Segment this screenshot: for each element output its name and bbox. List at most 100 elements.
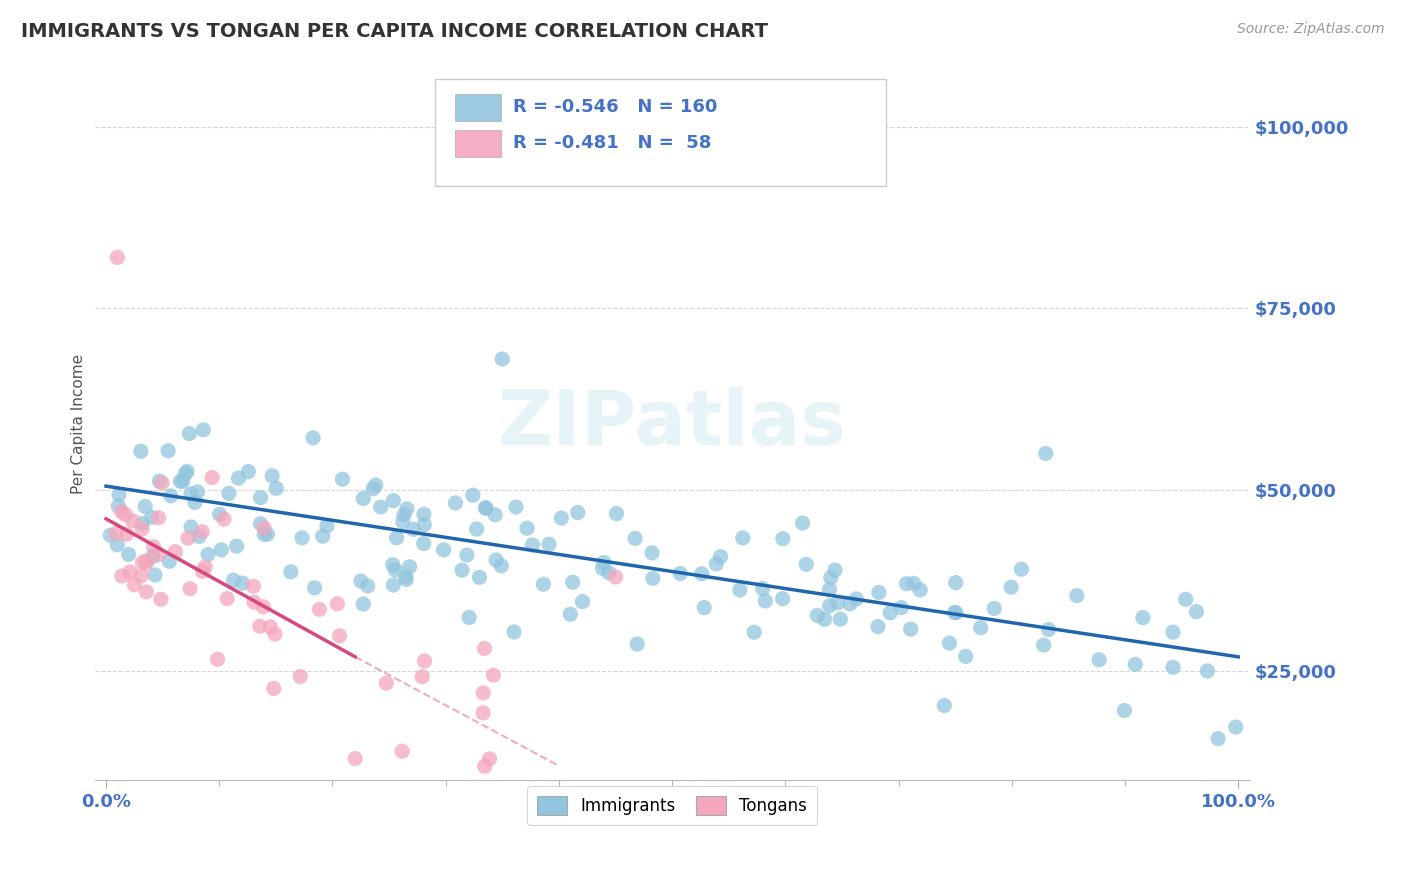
Point bbox=[654, 788, 676, 802]
Point bbox=[728, 582, 751, 597]
Point bbox=[900, 622, 922, 636]
Point bbox=[1174, 592, 1197, 607]
Point bbox=[179, 426, 201, 441]
Point bbox=[879, 606, 901, 620]
Point bbox=[1035, 446, 1057, 460]
Text: ZIPatlas: ZIPatlas bbox=[498, 387, 846, 461]
Point bbox=[249, 619, 271, 633]
Point bbox=[820, 571, 842, 585]
Point bbox=[1197, 664, 1219, 678]
Point bbox=[560, 607, 582, 622]
Point bbox=[908, 582, 931, 597]
Point bbox=[370, 500, 392, 514]
Point bbox=[141, 510, 163, 524]
Point bbox=[465, 522, 488, 536]
Point bbox=[157, 443, 180, 458]
Point bbox=[624, 532, 647, 546]
Point bbox=[709, 549, 731, 564]
Point bbox=[503, 624, 526, 639]
Point bbox=[302, 431, 325, 445]
Text: Source: ZipAtlas.com: Source: ZipAtlas.com bbox=[1237, 22, 1385, 37]
Point bbox=[458, 610, 481, 624]
Point bbox=[1206, 731, 1229, 746]
Point bbox=[218, 486, 240, 500]
Point bbox=[385, 531, 408, 545]
Point bbox=[413, 517, 436, 532]
Point bbox=[150, 475, 173, 490]
Point bbox=[824, 563, 846, 577]
Point bbox=[598, 566, 620, 580]
Point bbox=[1032, 638, 1054, 652]
Point bbox=[312, 529, 335, 543]
Point bbox=[179, 582, 201, 596]
Point bbox=[1161, 625, 1184, 640]
Point bbox=[148, 510, 170, 524]
Text: R = -0.481   N =  58: R = -0.481 N = 58 bbox=[513, 134, 711, 152]
Point bbox=[704, 557, 727, 571]
Point bbox=[264, 481, 287, 495]
Point bbox=[111, 569, 134, 583]
Point bbox=[1185, 605, 1208, 619]
Point bbox=[131, 516, 153, 531]
Point bbox=[242, 579, 264, 593]
Point bbox=[174, 467, 197, 481]
Point bbox=[1038, 623, 1060, 637]
Point bbox=[868, 585, 890, 599]
Point bbox=[724, 788, 747, 802]
Point bbox=[105, 526, 128, 541]
FancyBboxPatch shape bbox=[436, 79, 886, 186]
Point bbox=[1114, 704, 1136, 718]
Point bbox=[332, 472, 354, 486]
Point bbox=[395, 573, 418, 587]
Point bbox=[413, 654, 436, 668]
Point bbox=[135, 556, 157, 570]
Point bbox=[180, 487, 202, 501]
Point bbox=[754, 594, 776, 608]
Point bbox=[222, 573, 245, 587]
Point bbox=[262, 468, 284, 483]
Point bbox=[384, 563, 406, 577]
Point bbox=[131, 522, 153, 536]
Point bbox=[945, 575, 967, 590]
Point bbox=[468, 570, 491, 584]
Point bbox=[1225, 720, 1247, 734]
Point bbox=[395, 501, 418, 516]
Point bbox=[191, 565, 214, 579]
Point bbox=[352, 491, 374, 506]
Legend: Immigrants, Tongans: Immigrants, Tongans bbox=[527, 786, 817, 825]
Point bbox=[1132, 610, 1154, 624]
Point bbox=[225, 539, 247, 553]
Point bbox=[818, 599, 841, 613]
Point bbox=[605, 507, 627, 521]
Point bbox=[280, 565, 302, 579]
Point bbox=[505, 500, 527, 514]
Point bbox=[212, 512, 235, 526]
Point bbox=[131, 556, 153, 570]
Point bbox=[382, 578, 405, 592]
Point bbox=[148, 474, 170, 488]
Point bbox=[118, 565, 141, 579]
Point bbox=[188, 529, 211, 543]
Point bbox=[593, 556, 616, 570]
Point bbox=[800, 788, 823, 802]
Point bbox=[176, 465, 198, 479]
Point bbox=[228, 471, 250, 485]
Point bbox=[969, 621, 991, 635]
Point bbox=[641, 546, 664, 560]
Point bbox=[890, 600, 912, 615]
Point bbox=[531, 577, 554, 591]
Point bbox=[491, 558, 513, 573]
Point bbox=[896, 576, 918, 591]
Point bbox=[641, 571, 664, 585]
Point bbox=[169, 475, 191, 489]
Point bbox=[382, 493, 405, 508]
Point bbox=[149, 592, 172, 607]
Point bbox=[208, 508, 231, 522]
Point bbox=[866, 619, 889, 633]
Point bbox=[350, 574, 373, 588]
Point bbox=[814, 612, 837, 626]
Point bbox=[238, 465, 260, 479]
Point bbox=[671, 788, 693, 802]
Point bbox=[194, 560, 217, 574]
Point bbox=[108, 488, 131, 502]
